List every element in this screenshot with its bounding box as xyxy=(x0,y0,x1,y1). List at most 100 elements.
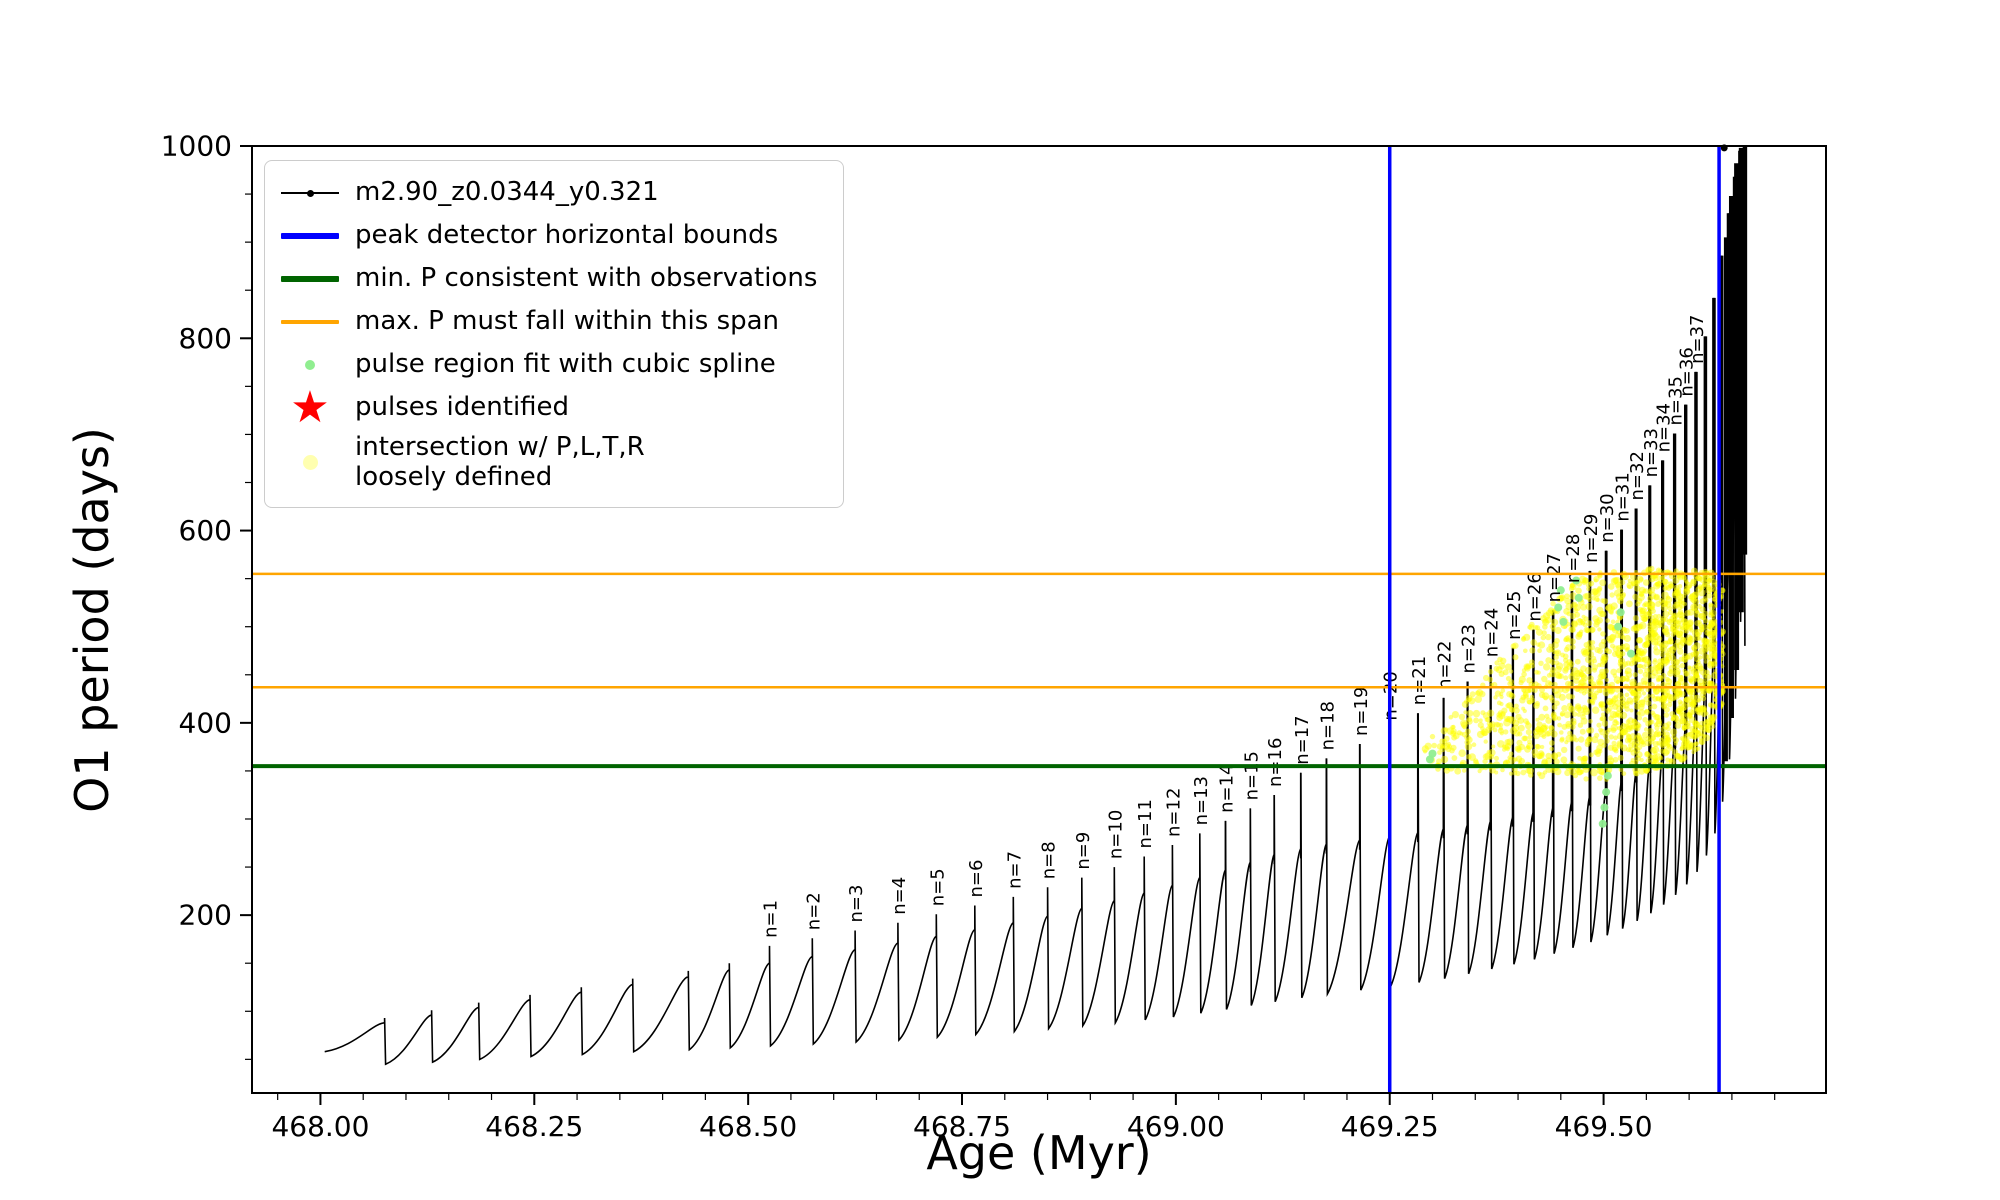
intersection-dot xyxy=(1675,708,1681,714)
intersection-dot xyxy=(1421,745,1429,753)
intersection-dot xyxy=(1580,603,1588,611)
intersection-dot xyxy=(1703,726,1709,732)
pulse-region-scatter xyxy=(1425,576,1635,828)
intersection-dot xyxy=(1677,648,1684,655)
intersection-dot xyxy=(1601,656,1609,664)
intersection-dot xyxy=(1526,744,1531,750)
intersection-dot xyxy=(1539,687,1545,693)
intersection-dot xyxy=(1635,740,1641,746)
intersection-dot xyxy=(1624,667,1632,674)
intersection-dot xyxy=(1659,737,1664,743)
intersection-dot xyxy=(1591,595,1596,601)
intersection-dot xyxy=(1551,618,1559,626)
intersection-dot xyxy=(1581,649,1589,658)
intersection-dot xyxy=(1634,580,1639,585)
intersection-dot xyxy=(1468,753,1476,761)
intersection-dot xyxy=(1573,670,1581,677)
intersection-dot xyxy=(1686,652,1694,660)
intersection-dot xyxy=(1620,651,1626,657)
pulse-label: n=22 xyxy=(1435,640,1456,689)
legend-entry-pulse-region: pulse region fit with cubic spline xyxy=(281,347,817,383)
intersection-dot xyxy=(1704,711,1709,716)
intersection-dot xyxy=(1549,659,1556,665)
intersection-dot xyxy=(1451,755,1458,761)
intersection-dot xyxy=(1499,731,1504,736)
intersection-dot xyxy=(1599,579,1607,587)
intersection-dot xyxy=(1693,694,1701,703)
intersection-dot xyxy=(1615,593,1623,601)
intersection-dot xyxy=(1681,703,1689,711)
intersection-dot xyxy=(1612,651,1618,658)
intersection-dot xyxy=(1487,676,1493,683)
intersection-dot xyxy=(1526,767,1534,775)
legend-label: peak detector horizontal bounds xyxy=(355,220,779,251)
intersection-dot xyxy=(1527,739,1533,745)
intersection-dot xyxy=(1610,643,1615,649)
intersection-dot xyxy=(1641,656,1648,663)
intersection-dot xyxy=(1644,634,1652,643)
intersection-dot xyxy=(1607,755,1613,761)
intersection-dot xyxy=(1569,724,1576,730)
intersection-dot xyxy=(1684,610,1691,617)
intersection-dot xyxy=(1543,663,1551,671)
intersection-dot xyxy=(1592,706,1600,714)
intersection-dot xyxy=(1544,725,1549,730)
intersection-dot xyxy=(1701,643,1707,649)
legend-entry-max-p: max. P must fall within this span xyxy=(281,304,817,340)
intersection-dot xyxy=(1575,704,1582,712)
intersection-dot xyxy=(1663,712,1670,718)
intersection-dot xyxy=(1668,758,1676,766)
intersection-dot xyxy=(1548,724,1555,731)
intersection-dot xyxy=(1647,728,1654,735)
intersection-dot xyxy=(1516,745,1522,751)
intersection-dot xyxy=(1655,674,1663,682)
green-dot-icon xyxy=(281,347,339,383)
intersection-dot xyxy=(1633,585,1641,592)
intersection-dot xyxy=(1591,695,1598,701)
intersection-dot xyxy=(1561,746,1568,754)
intersection-dot xyxy=(1679,746,1684,752)
intersection-dot xyxy=(1650,754,1655,760)
pulse-label: n=9 xyxy=(1073,832,1094,870)
intersection-dot xyxy=(1554,626,1562,635)
intersection-dot xyxy=(1685,720,1691,727)
intersection-dot xyxy=(1573,677,1580,684)
intersection-dot xyxy=(1560,652,1565,658)
intersection-dot xyxy=(1683,585,1690,592)
intersection-dot xyxy=(1677,699,1683,705)
intersection-dot xyxy=(1554,649,1562,657)
intersection-dot xyxy=(1565,693,1573,700)
intersection-dot xyxy=(1636,637,1644,644)
intersection-dot xyxy=(1563,666,1569,672)
intersection-dot xyxy=(1588,719,1593,724)
intersection-dot xyxy=(1708,642,1714,648)
intersection-dot xyxy=(1621,727,1629,736)
intersection-dot xyxy=(1653,687,1660,695)
intersection-dot xyxy=(1512,642,1519,649)
orange-line-icon xyxy=(281,304,339,340)
intersection-dot xyxy=(1540,744,1545,750)
intersection-dot xyxy=(1560,756,1568,764)
intersection-dot xyxy=(1550,730,1558,738)
intersection-dot xyxy=(1704,718,1709,724)
pulse-label: n=3 xyxy=(846,885,867,923)
intersection-dot xyxy=(1570,717,1577,725)
intersection-dot xyxy=(1626,697,1633,704)
intersection-dot xyxy=(1549,697,1556,704)
intersection-dot xyxy=(1612,673,1618,678)
intersection-dot xyxy=(1547,607,1555,614)
intersection-dot xyxy=(1684,580,1689,585)
intersection-dot xyxy=(1687,624,1694,631)
pulse-label: n=15 xyxy=(1241,751,1262,800)
intersection-dot xyxy=(1461,731,1468,738)
intersection-dot xyxy=(1672,618,1678,624)
intersection-dot xyxy=(1662,610,1670,618)
intersection-dot xyxy=(1616,668,1622,674)
intersection-dot xyxy=(1643,641,1650,648)
intersection-dot xyxy=(1645,672,1652,679)
intersection-dot xyxy=(1564,769,1571,777)
intersection-dot xyxy=(1615,583,1623,590)
intersection-dot xyxy=(1452,732,1460,740)
intersection-dot xyxy=(1552,681,1558,688)
